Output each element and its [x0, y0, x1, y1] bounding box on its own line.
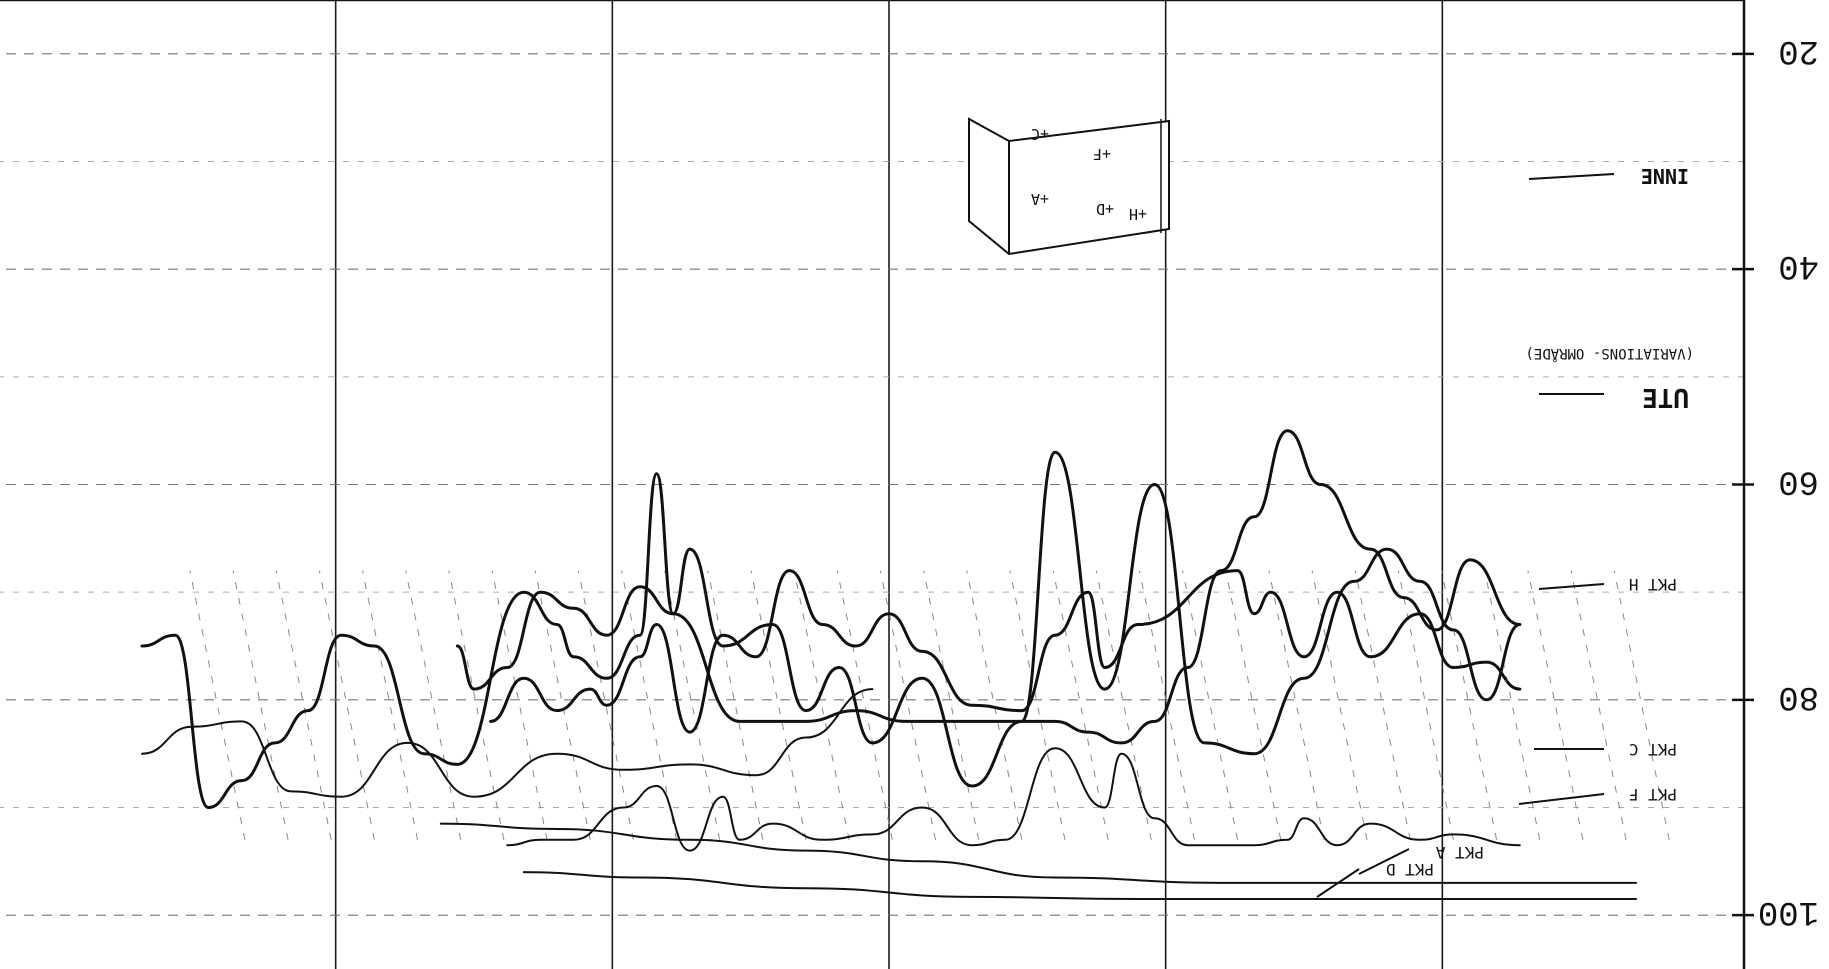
series-line-pkt-a [439, 822, 1637, 884]
hatch-stroke [879, 570, 936, 840]
y-tick-label: 100 [1758, 892, 1819, 930]
series-line-inne [141, 688, 874, 798]
variation-hatching [189, 570, 1670, 840]
hatch-stroke [1441, 570, 1498, 840]
y-tick-label: 40 [1778, 246, 1819, 284]
hatch-stroke [1138, 570, 1195, 840]
block-outline [968, 117, 1170, 256]
label-pkt-a: PKT A [1435, 843, 1484, 862]
series-line-pkt-f [506, 747, 1521, 852]
grid-lines [0, 0, 1744, 969]
label-pkt-c: PKT C [1629, 740, 1677, 759]
hatch-stroke [189, 570, 246, 840]
label-pkt-d: PKT D [1386, 860, 1434, 879]
block-sketch: +H +D +F +A +C [968, 117, 1170, 256]
series-line-ute [140, 450, 1522, 809]
hatch-stroke [448, 570, 505, 840]
hatch-stroke [750, 570, 807, 840]
label-ute-note: (VARIATIONS- OMRÅDE) [1525, 345, 1694, 362]
block-label-c: +C [1031, 125, 1049, 143]
arrow-pkt-f [1518, 793, 1605, 805]
label-inne: INNE [1641, 164, 1689, 188]
series-group [140, 429, 1637, 900]
hatch-stroke [793, 570, 850, 840]
arrow-pkt-h [1538, 583, 1605, 590]
series-line-pkt-h [489, 569, 1522, 734]
arrow-pkt-a [1358, 848, 1410, 875]
hatch-stroke [621, 570, 678, 840]
hatch-stroke [1009, 570, 1066, 840]
hatch-stroke [275, 570, 332, 840]
hatch-stroke [1311, 570, 1368, 840]
hatch-stroke [1052, 570, 1109, 840]
hatch-stroke [232, 570, 289, 840]
label-pkt-h: PKT H [1629, 575, 1677, 594]
hatch-stroke [664, 570, 721, 840]
label-ute: UTE [1642, 382, 1689, 412]
block-label-h: +H [1129, 205, 1147, 223]
arrow-pkt-d [1316, 868, 1360, 898]
hatch-stroke [318, 570, 375, 840]
hatch-stroke [362, 570, 419, 840]
block-label-d: +D [1096, 200, 1114, 218]
hatch-stroke [1527, 570, 1584, 840]
hatch-stroke [1570, 570, 1627, 840]
block-label-a: +A [1031, 190, 1049, 208]
arrow-inne [1528, 173, 1615, 180]
hatch-stroke [1182, 570, 1239, 840]
series-line-pkt-d [522, 871, 1637, 900]
y-tick-label: 80 [1778, 677, 1819, 715]
y-tick-label: 20 [1778, 31, 1819, 69]
hatch-stroke [1268, 570, 1325, 840]
series-line-pkt-c [455, 429, 1522, 745]
hatch-stroke [1095, 570, 1152, 840]
hatch-stroke [836, 570, 893, 840]
hatch-stroke [923, 570, 980, 840]
block-label-f: +F [1093, 145, 1111, 163]
hatch-stroke [1354, 570, 1411, 840]
series-labels: INNE UTE (VARIATIONS- OMRÅDE) PKT H PKT … [1316, 164, 1694, 898]
label-pkt-f: PKT F [1629, 785, 1677, 804]
y-axis-ticks: 20 40 60 80 100 [1732, 31, 1819, 930]
hatch-stroke [1225, 570, 1282, 840]
hatch-stroke [491, 570, 548, 840]
hatch-stroke [707, 570, 764, 840]
hatch-stroke [1484, 570, 1541, 840]
hatch-stroke [1613, 570, 1670, 840]
y-tick-label: 60 [1778, 462, 1819, 500]
hatch-stroke [1397, 570, 1454, 840]
hatch-stroke [966, 570, 1023, 840]
hatch-stroke [405, 570, 462, 840]
